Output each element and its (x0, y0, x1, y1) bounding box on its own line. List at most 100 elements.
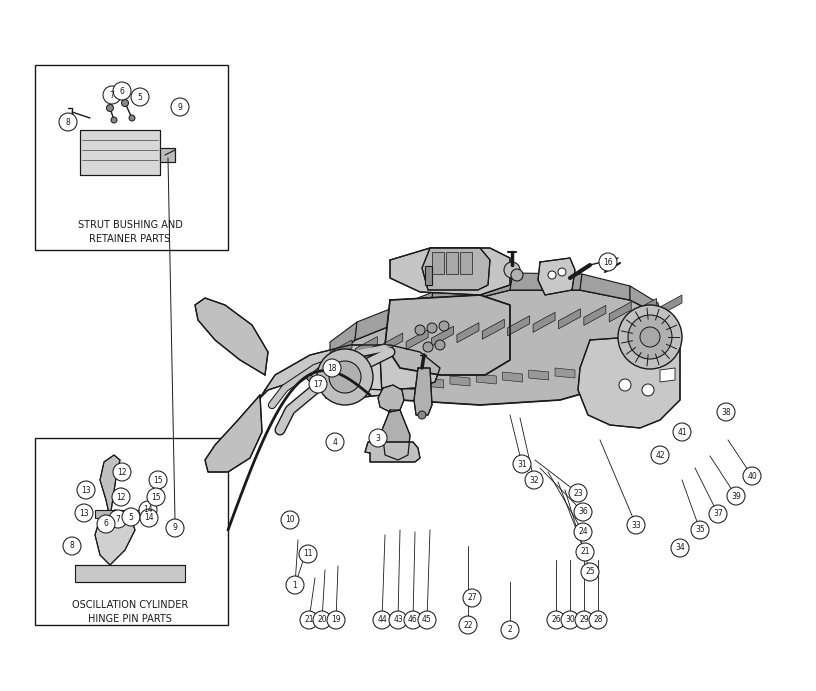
Text: 12: 12 (116, 493, 126, 502)
Circle shape (628, 315, 672, 359)
Text: 40: 40 (747, 471, 757, 480)
Text: 6: 6 (104, 520, 109, 529)
Text: 18: 18 (327, 363, 337, 372)
Circle shape (548, 271, 556, 279)
Text: 11: 11 (304, 549, 313, 558)
Text: 28: 28 (593, 616, 603, 625)
Circle shape (589, 611, 607, 629)
Polygon shape (558, 309, 580, 329)
Circle shape (427, 323, 437, 333)
Text: 31: 31 (517, 460, 527, 468)
Polygon shape (80, 130, 160, 175)
Text: 5: 5 (138, 93, 143, 102)
Polygon shape (320, 290, 670, 405)
Polygon shape (371, 382, 391, 392)
Polygon shape (503, 372, 522, 382)
Polygon shape (607, 364, 628, 374)
Circle shape (504, 262, 520, 278)
Polygon shape (538, 258, 575, 295)
Circle shape (109, 510, 127, 528)
Circle shape (513, 455, 531, 473)
Text: 19: 19 (331, 616, 341, 625)
Text: 13: 13 (79, 509, 89, 518)
Polygon shape (580, 274, 630, 300)
Circle shape (619, 379, 631, 391)
Circle shape (459, 616, 477, 634)
Polygon shape (482, 319, 504, 339)
Circle shape (727, 487, 745, 505)
Circle shape (673, 423, 691, 441)
Text: 3: 3 (375, 433, 380, 442)
Bar (35, 438, 228, 625)
Circle shape (599, 253, 617, 271)
Circle shape (166, 519, 184, 537)
Circle shape (569, 484, 587, 502)
Polygon shape (510, 273, 582, 290)
Text: 37: 37 (713, 509, 723, 518)
Circle shape (581, 563, 599, 581)
Circle shape (300, 611, 318, 629)
Polygon shape (446, 252, 458, 274)
Text: 26: 26 (551, 616, 561, 625)
Polygon shape (533, 312, 555, 332)
Text: 8: 8 (65, 117, 70, 126)
Polygon shape (630, 286, 660, 315)
Polygon shape (355, 292, 433, 340)
Polygon shape (457, 323, 479, 343)
Polygon shape (414, 368, 432, 415)
Polygon shape (635, 299, 657, 319)
Circle shape (107, 104, 113, 111)
Polygon shape (422, 248, 490, 290)
Polygon shape (578, 335, 680, 428)
Text: 39: 39 (731, 491, 741, 500)
Polygon shape (460, 252, 472, 274)
Text: 14: 14 (143, 506, 153, 515)
Circle shape (281, 511, 299, 529)
Polygon shape (477, 374, 496, 384)
Circle shape (112, 488, 130, 506)
Text: 6: 6 (120, 86, 124, 95)
Circle shape (576, 543, 594, 561)
Circle shape (329, 361, 361, 393)
Circle shape (574, 523, 592, 541)
Circle shape (743, 467, 761, 485)
Circle shape (525, 471, 543, 489)
Polygon shape (508, 316, 530, 336)
Circle shape (323, 359, 341, 377)
Circle shape (113, 463, 131, 481)
Circle shape (139, 501, 157, 519)
Polygon shape (330, 340, 352, 360)
Circle shape (642, 384, 654, 396)
Polygon shape (330, 322, 357, 360)
Text: 10: 10 (285, 515, 295, 524)
Circle shape (435, 340, 445, 350)
Polygon shape (406, 330, 428, 350)
Circle shape (317, 349, 373, 405)
Polygon shape (424, 378, 444, 388)
Circle shape (691, 521, 709, 539)
Text: 7: 7 (109, 91, 114, 100)
Circle shape (415, 325, 425, 335)
Circle shape (77, 481, 95, 499)
Polygon shape (432, 326, 454, 346)
Text: 14: 14 (144, 513, 153, 522)
Circle shape (326, 433, 344, 451)
Text: 8: 8 (69, 542, 74, 551)
Circle shape (404, 611, 422, 629)
Circle shape (651, 446, 669, 464)
Text: 15: 15 (151, 493, 161, 502)
Text: 5: 5 (129, 513, 134, 522)
Polygon shape (95, 510, 145, 518)
Text: 24: 24 (579, 527, 588, 536)
Circle shape (147, 488, 165, 506)
Text: 44: 44 (377, 616, 387, 625)
Text: 2: 2 (508, 625, 512, 634)
Polygon shape (432, 252, 444, 274)
Circle shape (627, 516, 645, 534)
Circle shape (63, 537, 81, 555)
Text: OSCILLATION CYLINDER
HINGE PIN PARTS: OSCILLATION CYLINDER HINGE PIN PARTS (72, 600, 188, 624)
Polygon shape (318, 355, 382, 400)
Text: 46: 46 (408, 616, 418, 625)
Polygon shape (529, 370, 548, 380)
Circle shape (149, 471, 167, 489)
